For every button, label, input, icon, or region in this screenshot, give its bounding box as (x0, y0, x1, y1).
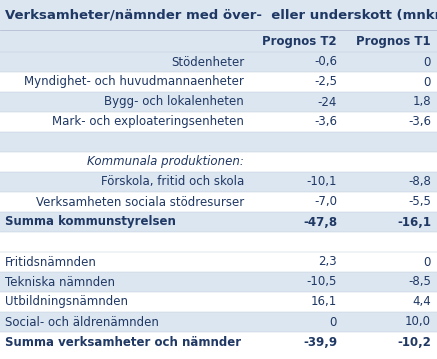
Text: -10,2: -10,2 (397, 336, 431, 349)
Text: -3,6: -3,6 (408, 116, 431, 129)
Text: Verksamheter/nämnder med över-  eller underskott (mnkr): Verksamheter/nämnder med över- eller und… (5, 9, 437, 22)
Bar (0, 172, 437, 192)
Text: Verksamheten sociala stödresurser: Verksamheten sociala stödresurser (36, 196, 244, 209)
Text: Stödenheter: Stödenheter (171, 56, 244, 69)
Bar (0, 272, 437, 292)
Text: 10,0: 10,0 (405, 316, 431, 328)
Text: -16,1: -16,1 (397, 215, 431, 228)
Text: -2,5: -2,5 (314, 75, 337, 89)
Text: 0: 0 (329, 316, 337, 328)
Bar (0, 112, 437, 132)
Text: -3,6: -3,6 (314, 116, 337, 129)
Text: 0: 0 (423, 56, 431, 69)
Text: Mark- och exploateringsenheten: Mark- och exploateringsenheten (52, 116, 244, 129)
Text: -24: -24 (318, 95, 337, 108)
Bar (0, 192, 437, 212)
Bar (0, 292, 437, 312)
Text: 16,1: 16,1 (311, 295, 337, 308)
Text: Summa verksamheter och nämnder: Summa verksamheter och nämnder (5, 336, 241, 349)
Text: 0: 0 (423, 75, 431, 89)
Bar (0, 212, 437, 232)
Bar (0, 132, 437, 152)
Text: Kommunala produktionen:: Kommunala produktionen: (87, 155, 244, 168)
Bar (0, 0, 437, 30)
Text: 0: 0 (423, 256, 431, 269)
Text: 2,3: 2,3 (319, 256, 337, 269)
Text: Bygg- och lokalenheten: Bygg- och lokalenheten (104, 95, 244, 108)
Bar (0, 252, 437, 272)
Bar (0, 30, 437, 52)
Text: -8,8: -8,8 (408, 176, 431, 188)
Bar (0, 52, 437, 72)
Bar (0, 232, 437, 252)
Text: Summa kommunstyrelsen: Summa kommunstyrelsen (5, 215, 176, 228)
Bar (0, 152, 437, 172)
Text: Prognos T2: Prognos T2 (262, 34, 337, 47)
Text: Prognos T1: Prognos T1 (357, 34, 431, 47)
Text: -47,8: -47,8 (303, 215, 337, 228)
Bar (0, 92, 437, 112)
Bar (0, 72, 437, 92)
Text: 4,4: 4,4 (412, 295, 431, 308)
Text: Förskola, fritid och skola: Förskola, fritid och skola (101, 176, 244, 188)
Text: Tekniska nämnden: Tekniska nämnden (5, 275, 115, 289)
Text: -0,6: -0,6 (314, 56, 337, 69)
Text: -8,5: -8,5 (408, 275, 431, 289)
Text: Myndighet- och huvudmannaenheter: Myndighet- och huvudmannaenheter (24, 75, 244, 89)
Text: -10,5: -10,5 (307, 275, 337, 289)
Bar (0, 312, 437, 332)
Text: Fritidsnämnden: Fritidsnämnden (5, 256, 97, 269)
Text: -39,9: -39,9 (303, 336, 337, 349)
Text: Social- och äldrenämnden: Social- och äldrenämnden (5, 316, 159, 328)
Text: 1,8: 1,8 (413, 95, 431, 108)
Text: -5,5: -5,5 (408, 196, 431, 209)
Text: -7,0: -7,0 (314, 196, 337, 209)
Text: -10,1: -10,1 (306, 176, 337, 188)
Bar (0, 332, 437, 352)
Text: Utbildningsnämnden: Utbildningsnämnden (5, 295, 128, 308)
